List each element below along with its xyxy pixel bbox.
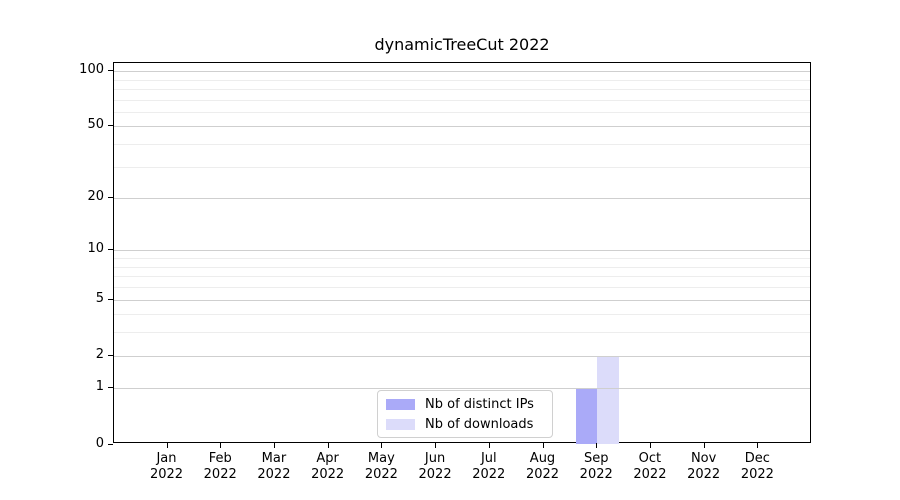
- y-gridline-major: [114, 355, 810, 357]
- legend-label: Nb of downloads: [425, 416, 534, 432]
- y-tick-mark: [108, 249, 113, 251]
- y-gridline-major: [114, 299, 810, 301]
- y-tick-label: 0: [95, 435, 104, 451]
- x-tick-mark: [703, 443, 705, 448]
- x-tick-mark: [757, 443, 759, 448]
- y-gridline-major: [114, 126, 810, 128]
- y-gridline-minor: [114, 99, 810, 101]
- y-gridline-minor: [114, 144, 810, 146]
- x-tick-label: Apr 2022: [311, 451, 345, 482]
- x-tick-label: Jan 2022: [149, 451, 184, 482]
- y-gridline-minor: [114, 287, 810, 289]
- x-tick-label: Jul 2022: [472, 451, 506, 482]
- x-tick-mark: [488, 443, 490, 448]
- legend-swatch: [386, 398, 415, 410]
- x-tick-mark: [542, 443, 544, 448]
- y-gridline-minor: [114, 88, 810, 90]
- legend-item: Nb of distinct IPs: [386, 394, 552, 414]
- y-gridline-minor: [114, 79, 810, 81]
- x-tick-label: Feb 2022: [203, 451, 237, 482]
- x-tick-mark: [166, 443, 168, 448]
- bar: [597, 355, 619, 444]
- x-tick-label: Nov 2022: [687, 451, 721, 482]
- x-tick-label: Sep 2022: [579, 451, 613, 482]
- x-tick-label: Dec 2022: [740, 451, 774, 482]
- chart-title: dynamicTreeCut 2022: [374, 35, 550, 54]
- y-tick-mark: [108, 387, 113, 389]
- legend-label: Nb of distinct IPs: [425, 396, 534, 412]
- y-gridline-minor: [114, 332, 810, 334]
- legend-item: Nb of downloads: [386, 414, 552, 434]
- x-tick-mark: [327, 443, 329, 448]
- y-gridline-major: [114, 388, 810, 390]
- y-tick-label: 5: [95, 290, 104, 306]
- y-tick-label: 100: [79, 62, 104, 78]
- x-tick-mark: [596, 443, 598, 448]
- y-gridline-major: [114, 71, 810, 73]
- y-tick-label: 1: [95, 379, 104, 395]
- x-tick-label: Mar 2022: [257, 451, 291, 482]
- legend: Nb of distinct IPs Nb of downloads: [377, 390, 553, 438]
- x-tick-mark: [435, 443, 437, 448]
- y-tick-mark: [108, 70, 113, 72]
- y-tick-label: 50: [87, 117, 104, 133]
- x-tick-mark: [273, 443, 275, 448]
- y-gridline-minor: [114, 258, 810, 260]
- y-gridline-minor: [114, 314, 810, 316]
- x-tick-label: Jun 2022: [418, 451, 452, 482]
- y-tick-mark: [108, 298, 113, 300]
- x-tick-mark: [381, 443, 383, 448]
- y-gridline-minor: [114, 276, 810, 278]
- y-tick-label: 20: [87, 189, 104, 205]
- x-tick-label: Aug 2022: [525, 451, 560, 482]
- y-tick-mark: [108, 443, 113, 445]
- y-gridline-major: [114, 250, 810, 252]
- plot-area: [113, 62, 811, 444]
- y-tick-label: 10: [87, 241, 104, 257]
- y-tick-label: 2: [95, 346, 104, 362]
- y-gridline-major: [114, 198, 810, 200]
- y-gridline-minor: [114, 166, 810, 168]
- bar: [575, 388, 598, 444]
- legend-swatch: [386, 418, 415, 430]
- y-tick-mark: [108, 125, 113, 127]
- x-tick-mark: [220, 443, 222, 448]
- y-gridline-minor: [114, 111, 810, 113]
- x-tick-mark: [649, 443, 651, 448]
- x-tick-label: Oct 2022: [633, 451, 667, 482]
- y-tick-mark: [108, 354, 113, 356]
- y-tick-mark: [108, 197, 113, 199]
- y-gridline-minor: [114, 266, 810, 268]
- x-tick-label: May 2022: [364, 451, 398, 482]
